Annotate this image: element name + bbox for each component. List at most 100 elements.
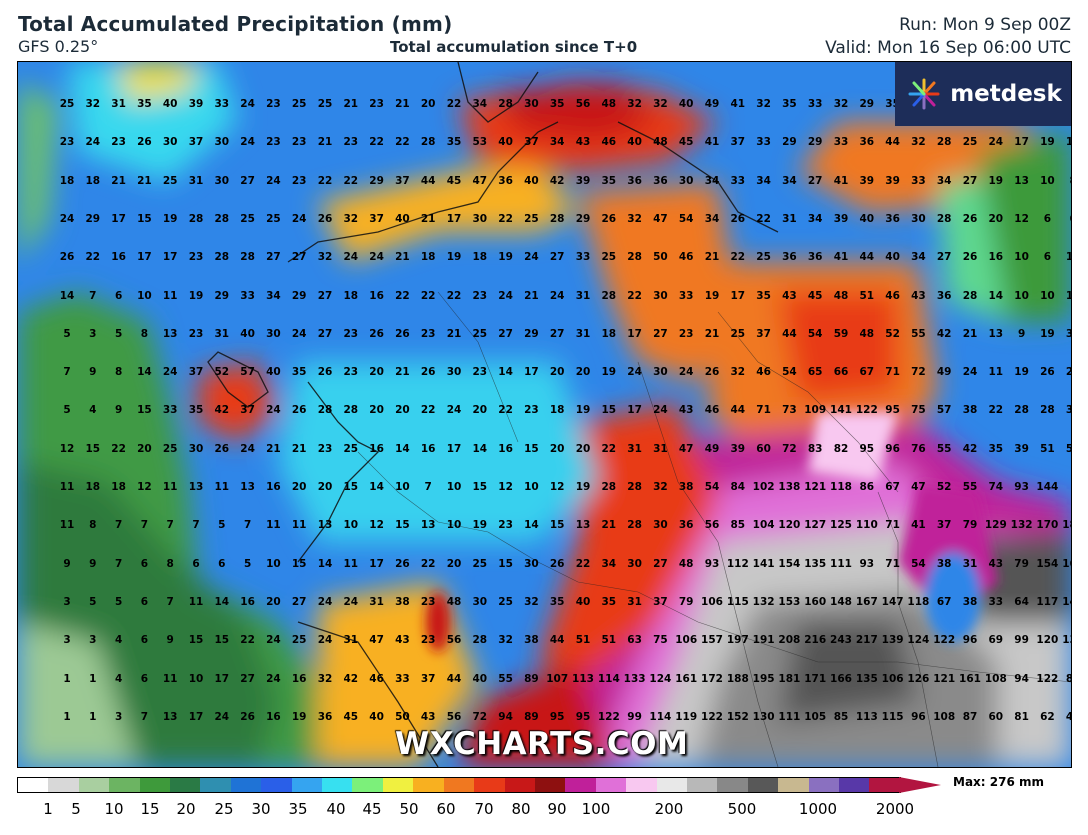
grid-value: 13 xyxy=(1014,174,1029,187)
grid-value: 38 xyxy=(678,481,694,493)
grid-value: 1 xyxy=(63,710,71,723)
grid-value: 36 xyxy=(782,251,797,264)
grid-value: 15 xyxy=(549,519,565,532)
grid-value: 25 xyxy=(317,98,333,110)
grid-value: 26 xyxy=(59,251,75,264)
grid-value: 113 xyxy=(572,672,594,685)
grid-value: 43 xyxy=(678,404,694,417)
grid-value: 24 xyxy=(369,251,384,264)
grid-value: 5 xyxy=(63,404,71,417)
grid-value: 19 xyxy=(1040,136,1055,149)
grid-value: 29 xyxy=(85,212,101,225)
grid-value: 47 xyxy=(472,174,488,187)
grid-value: 46 xyxy=(678,251,694,264)
grid-value: 115 xyxy=(881,710,904,723)
grid-value: 17 xyxy=(627,404,642,417)
grid-value: 20 xyxy=(988,212,1004,225)
grid-value: 32 xyxy=(1066,328,1071,340)
grid-value: 37 xyxy=(188,366,204,379)
grid-value: 31 xyxy=(111,98,126,110)
scale-tick-label: 25 xyxy=(214,800,234,818)
grid-value: 32 xyxy=(343,212,359,225)
grid-value: 10 xyxy=(1014,251,1029,264)
precipitation-map[interactable]: 25 32 31 35 40 39 33 24 23 25 25 21 23 21 20 22 34 28 30 35… xyxy=(17,61,1072,768)
scale-swatch xyxy=(504,778,535,792)
grid-value: 30 xyxy=(653,289,668,302)
metdesk-logo[interactable]: metdesk xyxy=(895,62,1071,126)
grid-value: 22 xyxy=(446,289,462,302)
grid-value: 24 xyxy=(317,634,333,647)
scale-tick-label: 60 xyxy=(436,800,456,818)
grid-value: 17 xyxy=(446,442,462,455)
scale-swatch xyxy=(291,778,323,792)
grid-value: 79 xyxy=(1014,557,1029,570)
grid-value: 28 xyxy=(627,251,642,264)
grid-value: 33 xyxy=(240,289,255,302)
grid-value: 141 xyxy=(830,404,852,417)
grid-value: 16 xyxy=(111,251,126,264)
grid-value: 132 xyxy=(752,595,775,608)
grid-value: 28 xyxy=(1014,404,1029,417)
grid-value: 13 xyxy=(988,327,1004,340)
grid-value: 10 xyxy=(137,289,152,302)
grid-value: 37 xyxy=(936,519,952,532)
grid-value: 47 xyxy=(678,442,694,455)
grid-value: 19 xyxy=(988,174,1004,187)
grid-value: 102 xyxy=(752,481,775,493)
grid-value: 37 xyxy=(188,136,204,149)
grid-value: 16 xyxy=(266,481,281,493)
grid-value: 197 xyxy=(726,634,749,647)
grid-value: 107 xyxy=(546,672,569,685)
grid-value: 47 xyxy=(1066,711,1071,723)
grid-value: 15 xyxy=(498,557,513,570)
grid-value: 132 xyxy=(1062,634,1071,647)
grid-value: 29 xyxy=(782,136,797,149)
grid-value: 33 xyxy=(988,595,1004,608)
grid-value: 23 xyxy=(1066,366,1071,378)
grid-value: 36 xyxy=(859,136,875,149)
grid-value: 23 xyxy=(420,595,436,608)
grid-value: 13 xyxy=(1066,290,1071,302)
grid-value: 81 xyxy=(1014,710,1029,723)
grid-value: 4 xyxy=(114,672,123,685)
grid-value: 23 xyxy=(188,251,204,264)
grid-value: 57 xyxy=(240,366,255,379)
grid-value: 20 xyxy=(137,442,152,455)
color-scale-arrow xyxy=(899,777,941,793)
grid-value: 30 xyxy=(188,442,204,455)
grid-value: 48 xyxy=(833,289,849,302)
grid-value: 14 xyxy=(317,557,333,570)
grid-value: 28 xyxy=(962,289,978,302)
grid-value: 126 xyxy=(907,672,930,685)
grid-value: 15 xyxy=(137,212,152,225)
grid-value: 20 xyxy=(575,442,591,455)
grid-value: 28 xyxy=(214,212,230,225)
grid-value: 5 xyxy=(114,595,123,608)
grid-value: 20 xyxy=(472,404,488,417)
grid-value: 112 xyxy=(726,557,749,570)
grid-value: 35 xyxy=(188,404,204,417)
grid-value: 111 xyxy=(778,710,801,723)
grid-value: 63 xyxy=(627,634,642,647)
grid-value: 24 xyxy=(498,289,513,302)
grid-value: 33 xyxy=(678,289,694,302)
grid-value: 9 xyxy=(1017,327,1026,340)
grid-value: 162 xyxy=(1062,557,1071,570)
grid-value: 36 xyxy=(936,289,952,302)
grid-value: 13 xyxy=(240,481,255,493)
grid-value: 20 xyxy=(266,595,281,608)
scale-swatch xyxy=(413,778,444,792)
grid-value: 8 xyxy=(114,366,123,379)
grid-value: 22 xyxy=(601,442,617,455)
grid-value: 48 xyxy=(859,327,875,340)
grid-value: 22 xyxy=(420,404,436,417)
grid-value: 29 xyxy=(859,98,875,110)
grid-value: 23 xyxy=(498,519,513,532)
grid-value: 6 xyxy=(140,595,149,608)
grid-value: 9 xyxy=(89,366,97,379)
grid-value: 71 xyxy=(885,519,900,532)
grid-value: 20 xyxy=(549,442,565,455)
grid-value: 34 xyxy=(266,289,281,302)
grid-value: 33 xyxy=(575,251,591,264)
scale-swatch xyxy=(443,778,475,792)
